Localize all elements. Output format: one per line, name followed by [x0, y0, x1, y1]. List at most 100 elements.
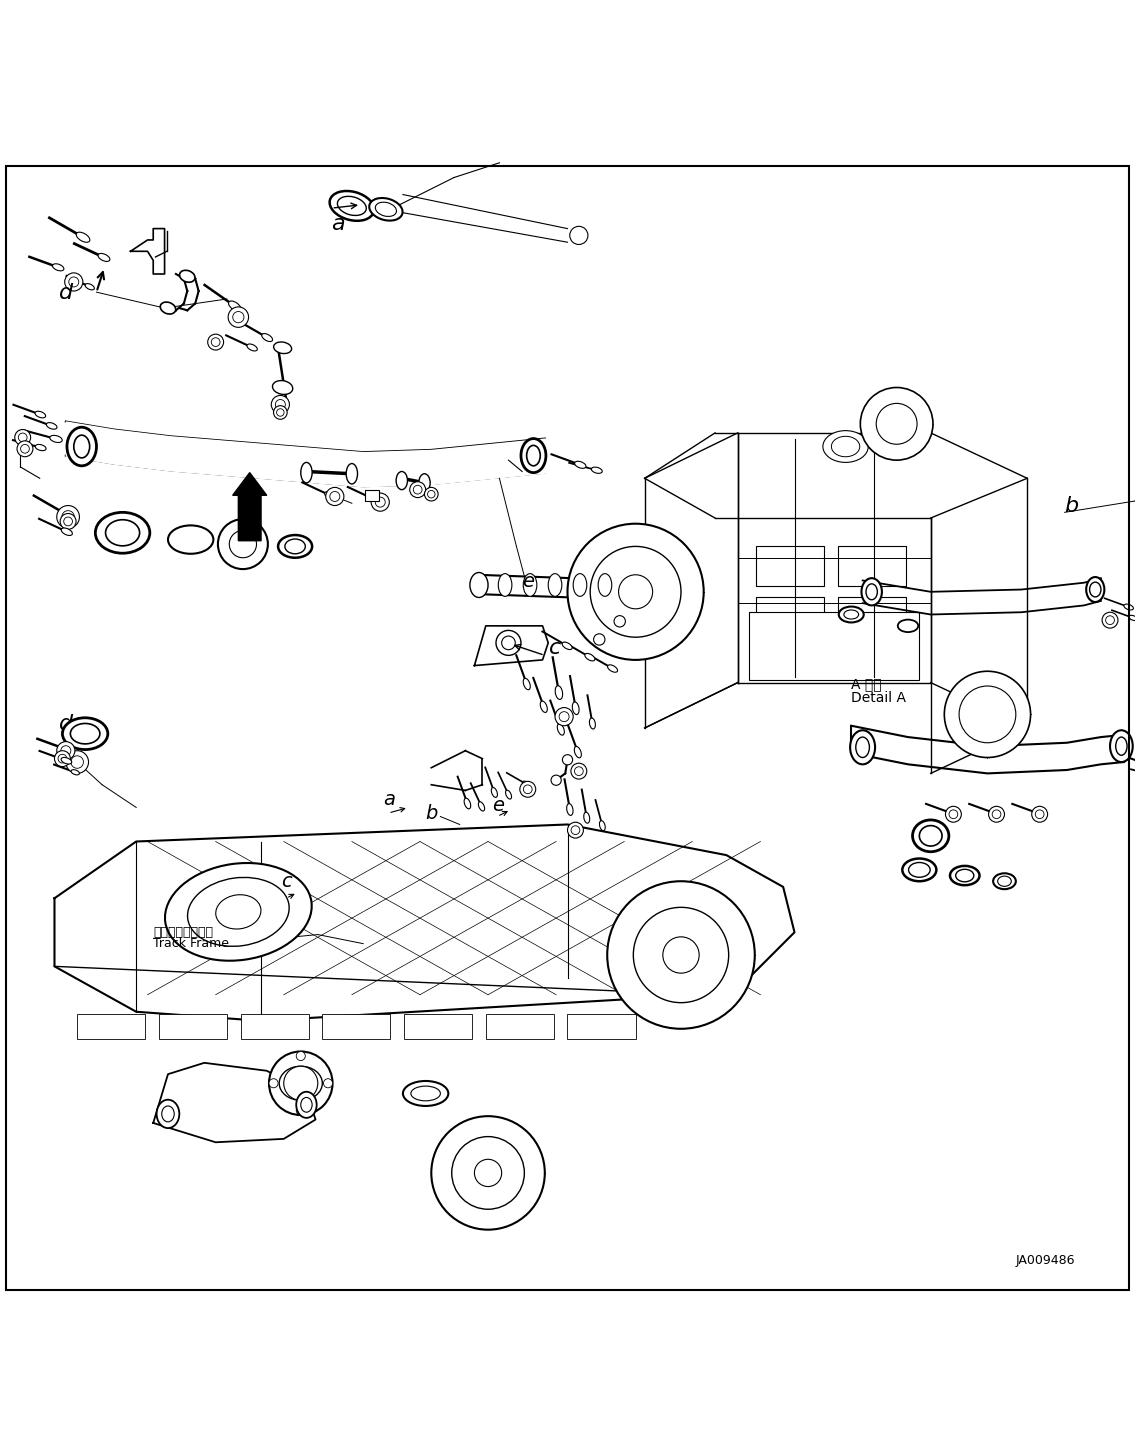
Circle shape	[474, 1159, 502, 1187]
Circle shape	[296, 1107, 305, 1115]
Circle shape	[69, 277, 78, 287]
Circle shape	[571, 763, 587, 779]
Circle shape	[61, 511, 75, 523]
Ellipse shape	[228, 301, 241, 312]
Ellipse shape	[566, 804, 573, 815]
Bar	[838, 546, 906, 587]
Ellipse shape	[411, 1086, 440, 1101]
Ellipse shape	[59, 508, 72, 518]
Circle shape	[568, 823, 583, 839]
Ellipse shape	[598, 574, 612, 597]
Ellipse shape	[831, 437, 860, 457]
Circle shape	[271, 396, 289, 414]
Ellipse shape	[50, 435, 62, 443]
Bar	[756, 597, 824, 644]
Ellipse shape	[337, 197, 367, 215]
Ellipse shape	[1086, 577, 1104, 601]
Circle shape	[60, 514, 76, 530]
Circle shape	[57, 505, 79, 529]
Ellipse shape	[35, 411, 45, 418]
Bar	[838, 597, 906, 644]
Circle shape	[944, 671, 1031, 757]
Circle shape	[452, 1137, 524, 1210]
Ellipse shape	[35, 444, 47, 451]
Bar	[241, 1013, 309, 1040]
Circle shape	[590, 546, 681, 638]
Circle shape	[413, 485, 422, 494]
Ellipse shape	[850, 731, 875, 764]
Ellipse shape	[908, 862, 931, 878]
Circle shape	[61, 745, 70, 756]
Circle shape	[218, 520, 268, 569]
Ellipse shape	[591, 467, 603, 473]
Circle shape	[229, 530, 257, 558]
Ellipse shape	[589, 718, 596, 729]
Circle shape	[860, 387, 933, 460]
Ellipse shape	[574, 462, 586, 469]
Circle shape	[428, 491, 435, 498]
Ellipse shape	[498, 574, 512, 597]
Circle shape	[64, 517, 73, 526]
Ellipse shape	[913, 820, 949, 852]
Ellipse shape	[369, 198, 403, 221]
Ellipse shape	[179, 271, 195, 282]
Circle shape	[57, 741, 75, 760]
Circle shape	[633, 907, 729, 1003]
Circle shape	[520, 782, 536, 798]
Text: Detail A: Detail A	[851, 692, 906, 705]
Ellipse shape	[70, 724, 100, 744]
Ellipse shape	[919, 826, 942, 846]
Ellipse shape	[279, 1066, 322, 1101]
Ellipse shape	[521, 438, 546, 473]
Circle shape	[949, 810, 958, 818]
Ellipse shape	[523, 678, 530, 690]
Ellipse shape	[278, 534, 312, 558]
Bar	[159, 1013, 227, 1040]
Ellipse shape	[419, 473, 430, 492]
Ellipse shape	[157, 1099, 179, 1128]
Ellipse shape	[272, 380, 293, 395]
Ellipse shape	[898, 620, 918, 632]
Ellipse shape	[325, 492, 336, 499]
Circle shape	[1035, 810, 1044, 818]
Ellipse shape	[74, 435, 90, 457]
Ellipse shape	[464, 798, 471, 810]
Circle shape	[1105, 616, 1115, 625]
FancyArrow shape	[233, 473, 267, 540]
Ellipse shape	[563, 754, 572, 764]
Circle shape	[371, 494, 389, 511]
Ellipse shape	[376, 202, 396, 217]
Ellipse shape	[262, 333, 272, 342]
Ellipse shape	[346, 463, 358, 483]
Ellipse shape	[160, 301, 176, 314]
Ellipse shape	[998, 877, 1011, 887]
Ellipse shape	[572, 702, 579, 715]
Ellipse shape	[187, 878, 289, 946]
Circle shape	[70, 756, 84, 769]
Circle shape	[1102, 612, 1118, 628]
Ellipse shape	[62, 747, 74, 754]
Circle shape	[326, 488, 344, 505]
Circle shape	[376, 496, 385, 507]
Ellipse shape	[540, 700, 547, 712]
Ellipse shape	[573, 574, 587, 597]
Circle shape	[555, 708, 573, 725]
Text: b: b	[426, 804, 438, 823]
Text: a: a	[331, 214, 345, 234]
Circle shape	[277, 409, 284, 416]
Circle shape	[208, 335, 224, 349]
Ellipse shape	[552, 775, 561, 785]
Bar	[749, 612, 919, 680]
Ellipse shape	[839, 607, 864, 623]
Ellipse shape	[95, 513, 150, 553]
Ellipse shape	[956, 869, 974, 882]
Text: a: a	[384, 791, 396, 810]
Bar	[77, 1013, 145, 1040]
Circle shape	[330, 492, 339, 501]
Ellipse shape	[403, 1080, 448, 1107]
Ellipse shape	[98, 253, 110, 262]
Circle shape	[233, 312, 244, 323]
Bar	[568, 1013, 636, 1040]
Circle shape	[20, 444, 30, 453]
Text: e: e	[522, 572, 535, 591]
